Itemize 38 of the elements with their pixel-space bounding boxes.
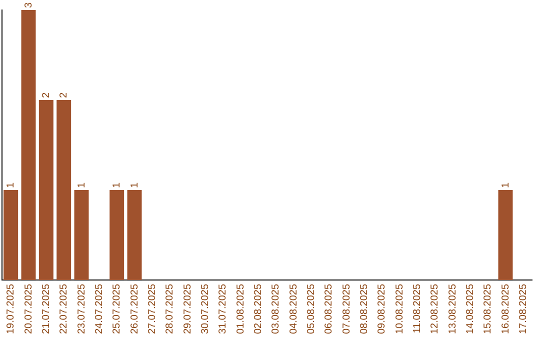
data-label: 1 [76, 182, 88, 188]
x-tick-label: 28.07.2025 [164, 284, 176, 334]
x-tick-label: 10.08.2025 [394, 284, 406, 334]
x-tick-label: 12.08.2025 [430, 284, 441, 334]
x-tick-label: 04.08.2025 [288, 284, 300, 334]
data-label: 1 [129, 182, 140, 188]
x-tick-label: 31.07.2025 [218, 284, 229, 334]
data-label: 1 [500, 182, 512, 188]
x-tick-label: 11.08.2025 [412, 284, 423, 334]
x-tick-label: 05.08.2025 [306, 284, 317, 334]
data-label: 2 [58, 92, 70, 98]
x-tick-label: 25.07.2025 [112, 284, 123, 334]
x-tick-label: 16.08.2025 [500, 284, 512, 334]
x-tick-label: 13.08.2025 [447, 284, 458, 334]
x-tick-label: 21.07.2025 [40, 284, 52, 334]
x-tick-label: 26.07.2025 [129, 284, 140, 334]
x-tick-label: 15.08.2025 [482, 284, 494, 334]
data-label: 1 [112, 182, 123, 188]
x-tick-label: 29.07.2025 [182, 284, 194, 334]
x-tick-label: 09.08.2025 [376, 284, 388, 334]
x-tick-label: 23.07.2025 [76, 284, 88, 334]
data-label: 2 [40, 92, 52, 98]
x-tick-label: 02.08.2025 [252, 284, 264, 334]
x-tick-label: 03.08.2025 [270, 284, 282, 334]
x-tick-label: 22.07.2025 [58, 284, 70, 334]
x-tick-label: 06.08.2025 [324, 284, 335, 334]
x-tick-label: 19.07.2025 [6, 284, 17, 334]
x-tick-label: 01.08.2025 [235, 284, 246, 334]
x-tick-label: 20.07.2025 [23, 284, 34, 334]
data-label: 3 [23, 2, 34, 8]
x-tick-label: 24.07.2025 [94, 284, 105, 334]
x-tick-label: 17.08.2025 [518, 284, 529, 334]
x-tick-label: 14.08.2025 [464, 284, 476, 334]
x-tick-label: 30.07.2025 [200, 284, 211, 334]
x-tick-label: 27.07.2025 [146, 284, 158, 334]
x-tick-label: 07.08.2025 [341, 284, 352, 334]
data-label: 1 [6, 182, 17, 188]
x-tick-label: 08.08.2025 [358, 284, 370, 334]
